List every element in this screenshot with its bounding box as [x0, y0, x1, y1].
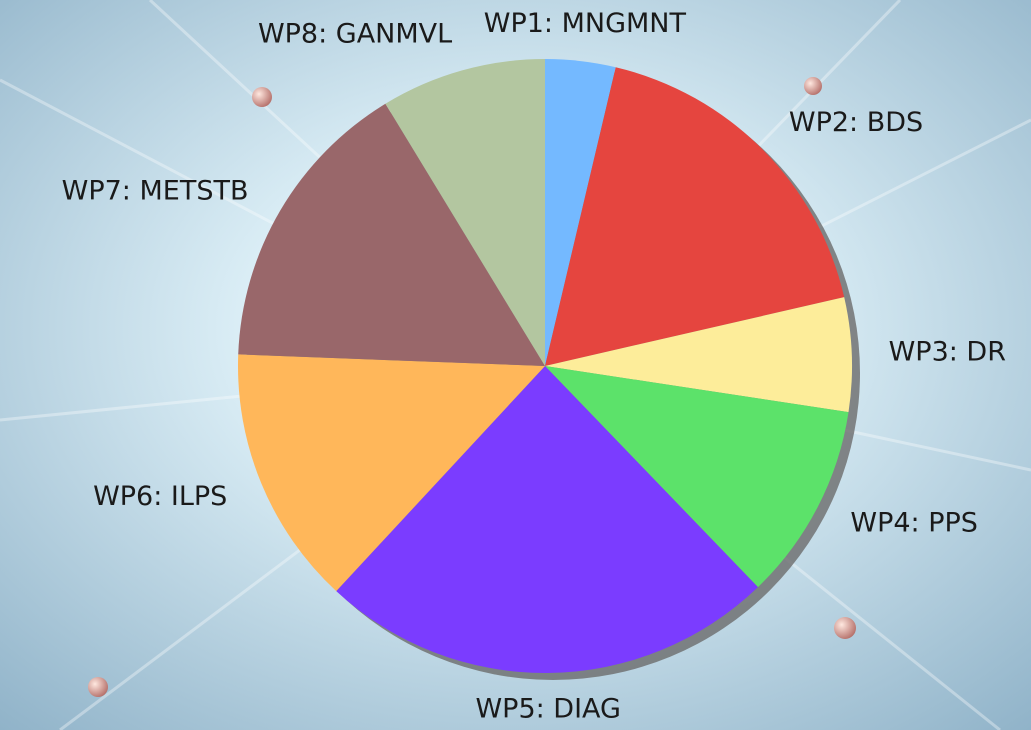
- decoration: [834, 617, 856, 639]
- pie-slice: [336, 366, 758, 673]
- pie-slice: [385, 59, 545, 366]
- slice-label: WP2: BDS: [789, 107, 923, 138]
- slice-label: WP4: PPS: [850, 508, 978, 539]
- slice-label: WP7: METSTB: [62, 175, 249, 206]
- slice-label: WP3: DR: [889, 337, 1006, 368]
- decoration: [88, 677, 108, 697]
- pie-slice: [545, 366, 849, 588]
- slice-label: WP8: GANMVL: [258, 18, 452, 49]
- slice-label: WP1: MNGMNT: [484, 8, 687, 39]
- pie-slice: [545, 297, 852, 413]
- decoration: [252, 87, 272, 107]
- decoration: [804, 77, 822, 95]
- slice-label: WP5: DIAG: [475, 693, 621, 724]
- pie-slice: [545, 67, 845, 366]
- pie-slice: [238, 354, 545, 592]
- pie-slice: [238, 103, 545, 367]
- slice-label: WP6: ILPS: [93, 481, 227, 512]
- pie-slice: [545, 59, 616, 366]
